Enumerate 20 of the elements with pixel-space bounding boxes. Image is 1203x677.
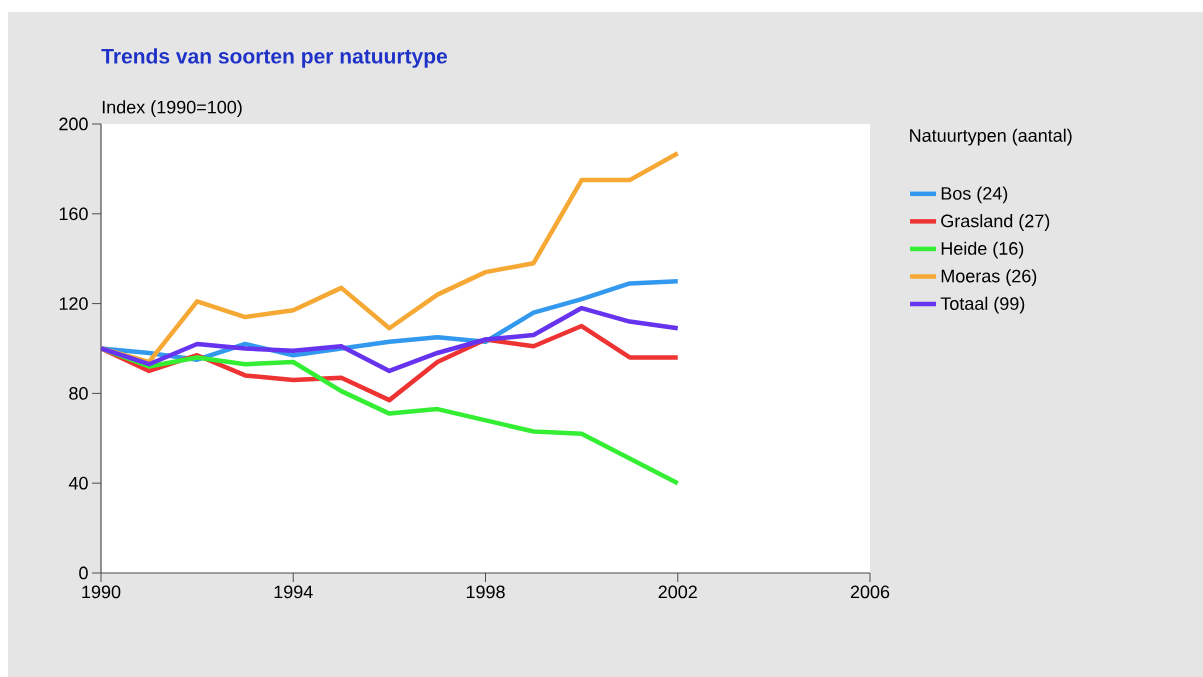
y-tick-label: 80 [69, 387, 88, 400]
legend-label: Heide (16) [941, 241, 1024, 259]
y-tick-label: 200 [59, 117, 88, 131]
x-tick-label: 2006 [850, 585, 890, 599]
legend-label: Totaal (99) [940, 296, 1025, 314]
legend-label: Moeras (26) [941, 269, 1037, 286]
x-tick-label: 1998 [466, 585, 505, 599]
x-tick-label: 1994 [274, 585, 313, 599]
y-tick-label: 160 [59, 207, 88, 221]
y-tick-label: 0 [79, 566, 88, 580]
line-series [98, 305, 680, 374]
y-tick-label: 40 [68, 476, 88, 490]
legend-label: Grasland (27) [941, 214, 1050, 231]
legend-label: Bos (24) [941, 186, 1008, 204]
y-axis-title: Index (1990=100) [102, 100, 242, 118]
chart-title: Trends van soorten per natuurtype [101, 48, 448, 68]
legend-title: Natuurtypen (aantal) [910, 128, 1072, 146]
x-tick-label: 2002 [658, 585, 697, 599]
x-tick-label: 1990 [82, 585, 121, 599]
y-tick-label: 120 [59, 297, 88, 310]
